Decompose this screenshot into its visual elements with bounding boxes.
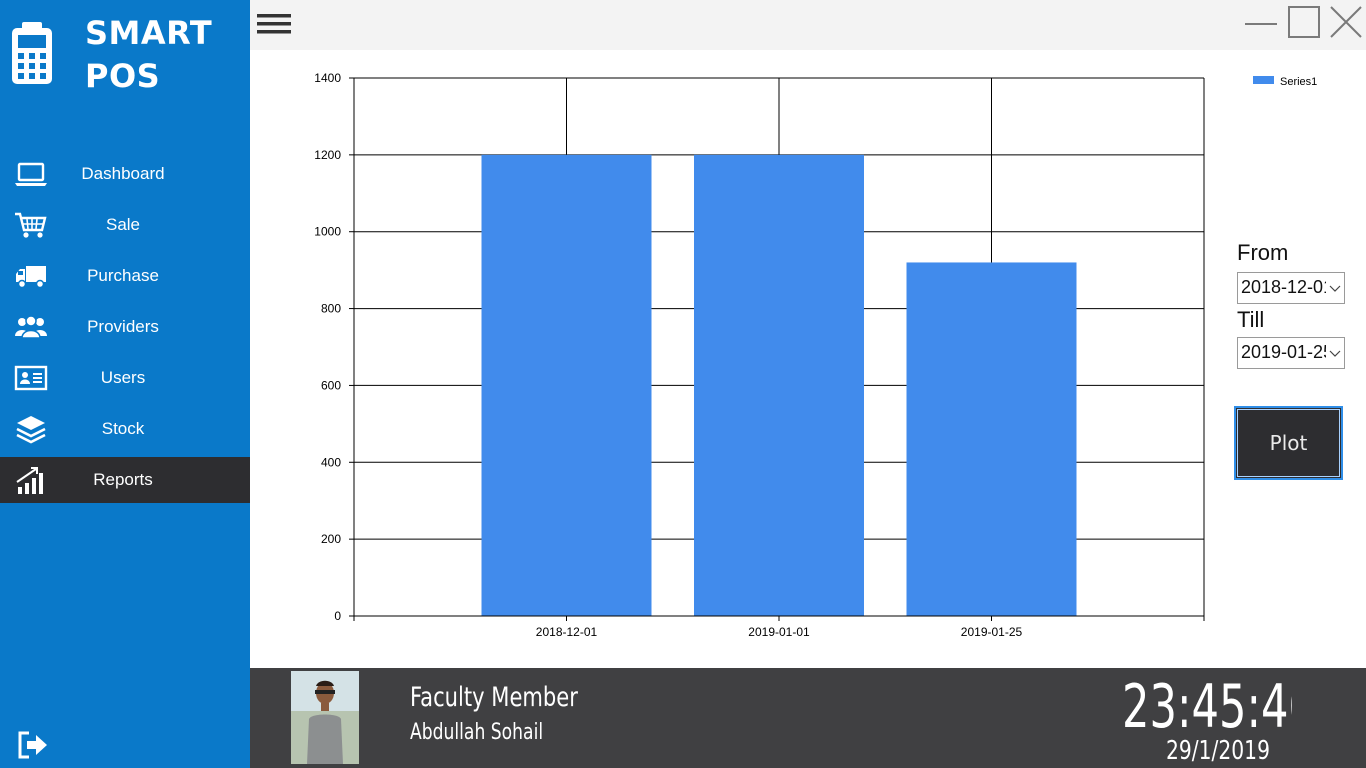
y-tick-label: 400 [321, 455, 341, 469]
pos-terminal-icon [12, 22, 52, 84]
sidebar: SMART POS Dashboard Sale Purchase [0, 0, 250, 768]
status-footer: Faculty Member Abdullah Sohail 23:45:40 … [250, 668, 1366, 768]
sidebar-item-users[interactable]: Users [0, 355, 250, 401]
id-card-icon [14, 365, 48, 391]
report-chart-area: 0 200 400 600 800 1000 1200 1400 2018-12-01 2019-… [250, 50, 1366, 668]
bar-chart-icon [16, 467, 43, 494]
x-tick-label: 2019-01-25 [961, 625, 1023, 639]
sidebar-item-purchase[interactable]: Purchase [0, 253, 250, 299]
clock-time: 23:45:40 [1122, 672, 1292, 742]
sidebar-item-label: Users [100, 368, 146, 387]
plot-button[interactable]: Plot [1234, 406, 1343, 480]
avatar [291, 671, 359, 764]
sidebar-item-label: Dashboard [81, 164, 165, 183]
till-label: Till [1237, 307, 1265, 332]
y-tick-label: 1400 [314, 71, 341, 85]
sidebar-item-sale[interactable]: Sale [0, 202, 250, 248]
x-tick-label: 2018-12-01 [536, 625, 598, 639]
till-date-picker[interactable]: 2019-01-25 [1237, 337, 1345, 369]
y-tick-label: 1000 [314, 225, 341, 239]
logout-icon[interactable] [16, 730, 50, 760]
date-range-controls: From 2018-12-01 Till 2019-01-25 [1237, 240, 1357, 369]
y-tick-label: 800 [321, 302, 341, 316]
sidebar-item-label: Reports [93, 470, 153, 489]
bar [906, 262, 1077, 616]
sidebar-item-providers[interactable]: Providers [0, 304, 250, 350]
sidebar-item-label: Providers [87, 317, 159, 336]
sidebar-item-reports[interactable]: Reports [0, 457, 250, 503]
y-tick-label: 1200 [314, 148, 341, 162]
legend-swatch [1253, 76, 1274, 84]
sidebar-item-dashboard[interactable]: Dashboard [0, 151, 250, 197]
title-bar [250, 0, 1366, 50]
sidebar-item-label: Sale [105, 215, 141, 234]
hamburger-menu-icon[interactable] [257, 12, 291, 36]
chevron-down-icon [1326, 338, 1344, 368]
bar [481, 154, 652, 616]
y-tick-label: 200 [321, 532, 341, 546]
x-tick-label: 2019-01-01 [748, 625, 810, 639]
brand-line-1: SMART [85, 14, 213, 52]
close-icon[interactable] [1328, 4, 1364, 40]
user-role: Faculty Member [410, 682, 578, 713]
legend-label: Series1 [1280, 76, 1317, 88]
clock-time-text: 23:45:40 [1122, 672, 1292, 742]
app-brand: SMART POS [85, 12, 212, 98]
from-label: From [1237, 240, 1289, 265]
brand-line-2: POS [85, 57, 161, 95]
y-tick-label: 600 [321, 378, 341, 392]
truck-icon [16, 266, 46, 289]
y-tick-label: 0 [334, 609, 341, 623]
clock-date: 29/1/2019 [1166, 736, 1270, 766]
bar-chart: 0 200 400 600 800 1000 1200 1400 2018-12-01 2019-… [314, 71, 1317, 639]
sidebar-item-label: Purchase [87, 266, 159, 285]
chevron-down-icon [1326, 273, 1344, 303]
till-date-value: 2019-01-25 [1241, 342, 1327, 362]
sidebar-item-label: Stock [101, 419, 145, 438]
maximize-icon[interactable] [1286, 4, 1322, 40]
user-name: Abdullah Sohail [410, 720, 544, 745]
from-date-value: 2018-12-01 [1241, 277, 1327, 297]
minimize-icon[interactable] [1243, 4, 1279, 40]
from-date-picker[interactable]: 2018-12-01 [1237, 272, 1345, 304]
cart-icon [15, 212, 47, 238]
users-group-icon [15, 315, 47, 339]
laptop-icon [15, 162, 47, 186]
bar [694, 154, 864, 616]
layers-icon [16, 416, 46, 444]
user-photo [291, 671, 359, 764]
sidebar-item-stock[interactable]: Stock [0, 406, 250, 452]
